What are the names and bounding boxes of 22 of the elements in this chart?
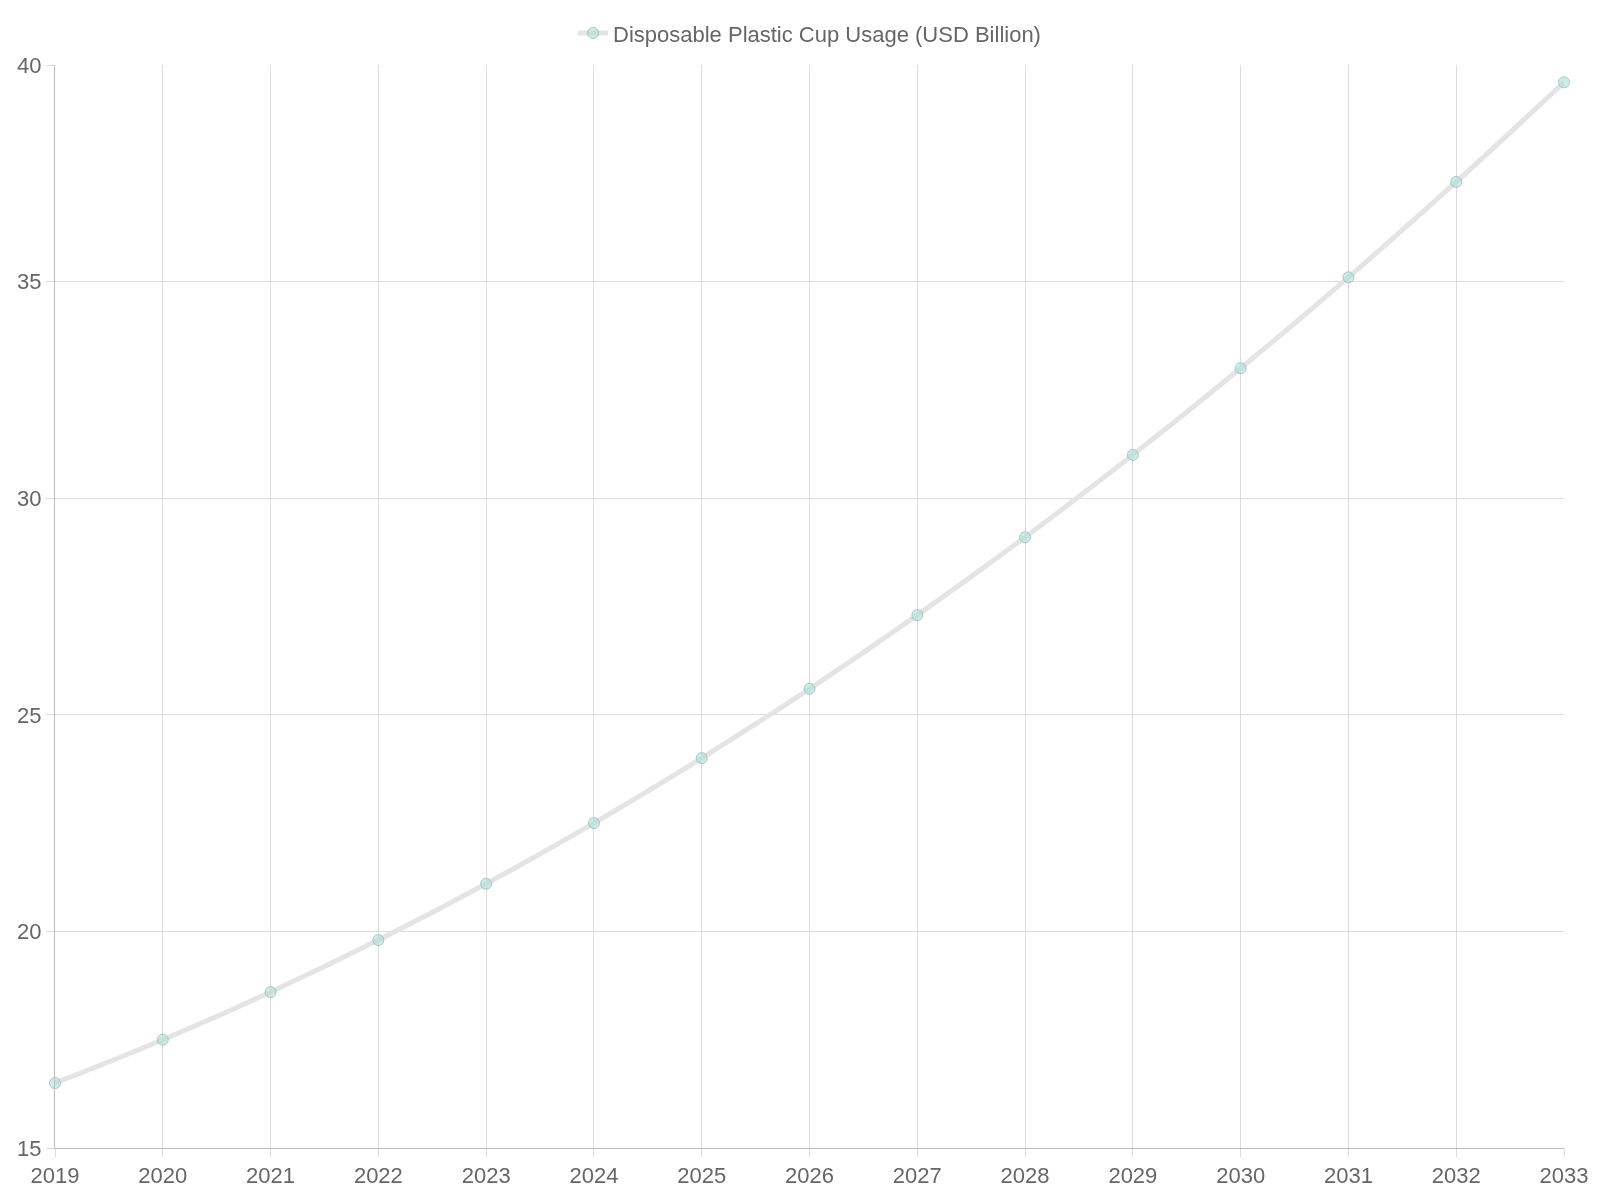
y-tick-label: 15	[17, 1135, 42, 1161]
y-tick-label: 35	[17, 269, 42, 295]
x-tick-label: 2029	[1108, 1163, 1158, 1189]
legend-label: Disposable Plastic Cup Usage (USD Billion)	[613, 21, 1041, 47]
x-tick-label: 2031	[1323, 1163, 1373, 1189]
x-tick-label: 2019	[30, 1163, 80, 1189]
y-tick-label: 40	[17, 52, 42, 78]
x-tick-label: 2033	[1539, 1163, 1589, 1189]
y-tick-label: 25	[17, 702, 42, 728]
x-tick-label: 2030	[1216, 1163, 1266, 1189]
x-tick-label: 2028	[1000, 1163, 1050, 1189]
x-tick-label: 2027	[892, 1163, 942, 1189]
x-tick-label: 2020	[138, 1163, 188, 1189]
x-tick-label: 2022	[353, 1163, 403, 1189]
x-tick-label: 2025	[677, 1163, 727, 1189]
x-tick-label: 2023	[461, 1163, 511, 1189]
x-tick-label: 2021	[246, 1163, 296, 1189]
x-tick-label: 2032	[1431, 1163, 1481, 1189]
x-tick-label: 2024	[569, 1163, 619, 1189]
y-tick-label: 20	[17, 919, 42, 945]
y-tick-label: 30	[17, 485, 42, 511]
x-tick-label: 2026	[785, 1163, 834, 1189]
